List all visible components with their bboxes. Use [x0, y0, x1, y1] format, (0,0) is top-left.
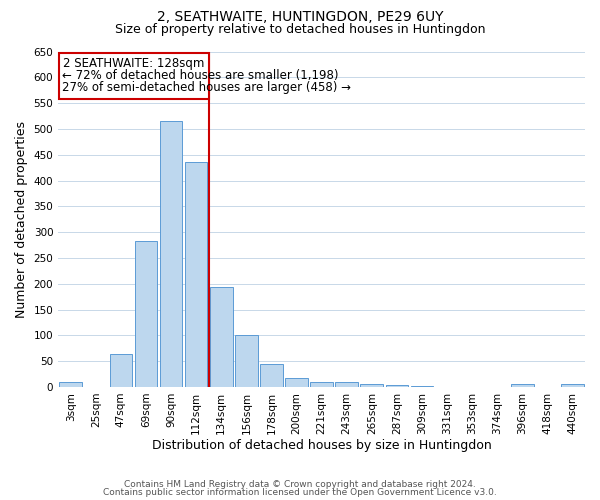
Text: 2 SEATHWAITE: 128sqm: 2 SEATHWAITE: 128sqm: [63, 57, 205, 70]
Text: 27% of semi-detached houses are larger (458) →: 27% of semi-detached houses are larger (…: [62, 81, 352, 94]
Bar: [310, 382, 333, 387]
X-axis label: Distribution of detached houses by size in Huntingdon: Distribution of detached houses by size …: [152, 440, 491, 452]
Bar: [410, 386, 433, 387]
Bar: [561, 384, 584, 387]
Bar: [335, 382, 358, 387]
Y-axis label: Number of detached properties: Number of detached properties: [15, 120, 28, 318]
Text: Contains HM Land Registry data © Crown copyright and database right 2024.: Contains HM Land Registry data © Crown c…: [124, 480, 476, 489]
Bar: [134, 242, 157, 387]
Bar: [160, 121, 182, 387]
Text: ← 72% of detached houses are smaller (1,198): ← 72% of detached houses are smaller (1,…: [62, 68, 339, 82]
Bar: [260, 364, 283, 387]
Text: Contains public sector information licensed under the Open Government Licence v3: Contains public sector information licen…: [103, 488, 497, 497]
FancyBboxPatch shape: [59, 53, 209, 100]
Text: 2, SEATHWAITE, HUNTINGDON, PE29 6UY: 2, SEATHWAITE, HUNTINGDON, PE29 6UY: [157, 10, 443, 24]
Bar: [386, 386, 408, 387]
Bar: [210, 288, 233, 387]
Bar: [185, 162, 208, 387]
Bar: [110, 354, 132, 387]
Bar: [285, 378, 308, 387]
Bar: [361, 384, 383, 387]
Text: Size of property relative to detached houses in Huntingdon: Size of property relative to detached ho…: [115, 22, 485, 36]
Bar: [235, 336, 257, 387]
Bar: [59, 382, 82, 387]
Bar: [511, 384, 533, 387]
